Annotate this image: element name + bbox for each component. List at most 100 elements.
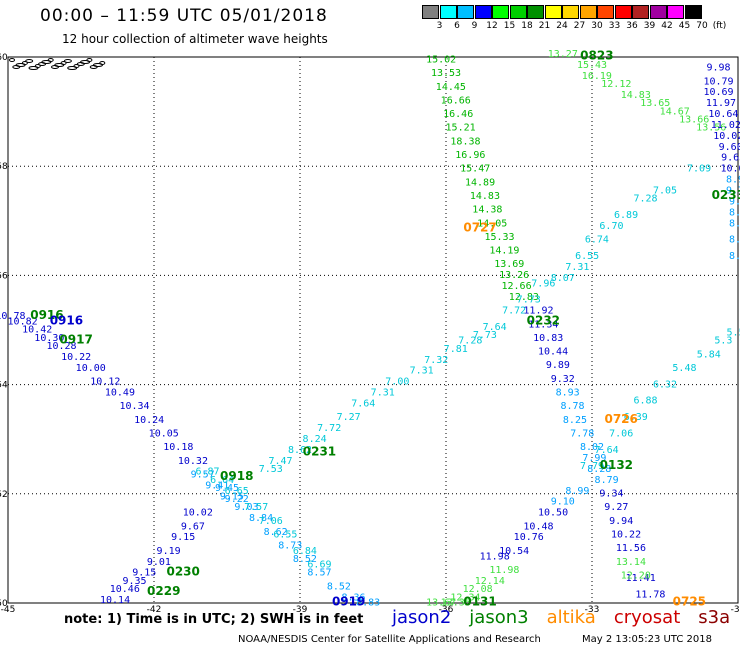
- coastline-island: [63, 59, 72, 63]
- wave-height-label: 14.19: [489, 246, 519, 257]
- wave-height-label: 11.92: [523, 306, 553, 317]
- wave-height-label: 5.48: [672, 363, 696, 374]
- wave-height-label: 8.4: [729, 218, 740, 229]
- wave-height-label: 10.05: [149, 428, 179, 439]
- wave-height-label: 11.78: [635, 590, 665, 601]
- lat-label: 60: [0, 53, 8, 63]
- wave-height-label: 9.57: [191, 469, 215, 480]
- wave-height-label: 7.32: [424, 355, 448, 366]
- scale-swatch: [527, 5, 544, 19]
- wave-height-label: 9.15: [171, 532, 195, 543]
- wave-height-label: 6.64: [210, 475, 234, 486]
- wave-height-label: 10.83: [533, 333, 563, 344]
- wave-height-label: 13.53: [431, 68, 461, 79]
- wave-height-label: 7.31: [565, 262, 589, 273]
- scale-swatch: [597, 5, 614, 19]
- time-label: 0132: [600, 458, 633, 472]
- lon-label: -33: [585, 605, 600, 615]
- wave-height-label: 8.93: [556, 388, 580, 399]
- wave-height-label: 8.83: [356, 598, 380, 609]
- wave-height-label: 8.07: [551, 273, 575, 284]
- wave-height-label: 7.53: [259, 464, 283, 475]
- wave-height-label: 15.33: [484, 232, 514, 243]
- wave-height-label: 6.55: [575, 251, 599, 262]
- wave-height-label: 8.93: [726, 175, 740, 186]
- wave-height-label: 10.48: [523, 521, 553, 532]
- wave-height-label: 16.19: [582, 71, 612, 82]
- wave-height-label: 7.99: [582, 453, 606, 464]
- wave-height-label: 7.72: [502, 306, 526, 317]
- wave-height-label: 8.25: [563, 415, 587, 426]
- wave-height-label: 14.05: [477, 218, 507, 229]
- scale-label: 12: [486, 21, 498, 31]
- coastline-island: [54, 63, 65, 67]
- wave-height-label: 9.98: [706, 63, 730, 74]
- wave-height-label: 10.42: [22, 325, 52, 336]
- scale-label: 24: [556, 21, 568, 31]
- scale-label: 18: [521, 21, 533, 31]
- wave-height-label: 9.35: [122, 576, 146, 587]
- wave-height-label: 9.94: [609, 516, 633, 527]
- scale-swatch: [562, 5, 579, 19]
- satellite-legend: jason2 jason3 altika cryosat s3a: [392, 607, 740, 628]
- coastline-island: [86, 58, 93, 62]
- wave-height-label: 13.69: [494, 259, 524, 270]
- wave-height-label: 10.64: [708, 109, 738, 120]
- scale-label: 39: [643, 21, 656, 31]
- wave-height-label: 5.84: [697, 349, 721, 360]
- wave-height-label: 15.43: [577, 60, 607, 71]
- wave-height-label: 8.84: [249, 513, 273, 524]
- coastline-island: [28, 66, 39, 70]
- wave-height-label: 10.22: [611, 529, 641, 540]
- wave-height-label: 8.99: [565, 486, 589, 497]
- wave-height-label: 7.79: [580, 461, 604, 472]
- wave-height-label: 10.32: [178, 456, 208, 467]
- wave-height-label: 10.44: [538, 347, 568, 358]
- scale-label: 33: [608, 21, 621, 31]
- wave-height-label: 8.62: [288, 445, 312, 456]
- wave-height-label: 7.09: [687, 164, 711, 175]
- wave-height-label: 10.02: [713, 131, 740, 142]
- time-label: 0233: [712, 188, 740, 202]
- wave-height-label: 10.54: [499, 546, 529, 557]
- wave-height-label: 9.60: [719, 142, 740, 153]
- wave-height-label: 12.66: [502, 281, 532, 292]
- time-label: 0916: [30, 308, 63, 322]
- wave-height-label: 9.34: [599, 489, 623, 500]
- map-frame: [7, 56, 739, 604]
- scale-label: 42: [661, 21, 673, 31]
- time-label: 0230: [166, 565, 199, 579]
- wave-height-label: 10.24: [134, 415, 164, 426]
- wave-height-label: 11.98: [480, 551, 510, 562]
- lon-label: -36: [439, 605, 454, 615]
- wave-height-label: 6.55: [273, 529, 297, 540]
- wave-height-label: 10.14: [100, 595, 130, 606]
- wave-height-label: 11.41: [626, 573, 656, 584]
- wave-height-label: 10.34: [119, 401, 149, 412]
- time-label: 0131: [463, 595, 496, 609]
- wave-height-label: 9.15: [220, 491, 244, 502]
- time-label: 0918: [220, 469, 253, 483]
- wave-height-label: 7.06: [609, 428, 633, 439]
- lat-label: 56: [0, 271, 8, 281]
- lat-label: 50: [0, 599, 8, 609]
- wave-height-label: 13.27: [548, 49, 578, 60]
- coastline-island: [15, 63, 26, 67]
- wave-height-label: 6.32: [653, 379, 677, 390]
- lon-label: -39: [293, 605, 308, 615]
- wave-height-label: 14.45: [436, 82, 466, 93]
- wave-height-label: 12.08: [463, 584, 493, 595]
- scale-swatch: [457, 5, 474, 19]
- scale-swatch: [474, 5, 492, 19]
- wave-height-label: 12.12: [601, 79, 631, 90]
- wave-height-label: 8.73: [278, 540, 302, 551]
- wave-height-label: 10.12: [90, 377, 120, 388]
- scale-label: 45: [678, 21, 691, 31]
- lon-label: -45: [1, 605, 16, 615]
- wave-height-label: 6.65: [225, 486, 249, 497]
- wave-height-label: 14.67: [660, 106, 690, 117]
- legend-s3a: s3a: [698, 607, 731, 628]
- wave-height-label: 8.78: [560, 401, 584, 412]
- wave-height-label: 7.72: [317, 423, 341, 434]
- coastline-island: [99, 61, 106, 65]
